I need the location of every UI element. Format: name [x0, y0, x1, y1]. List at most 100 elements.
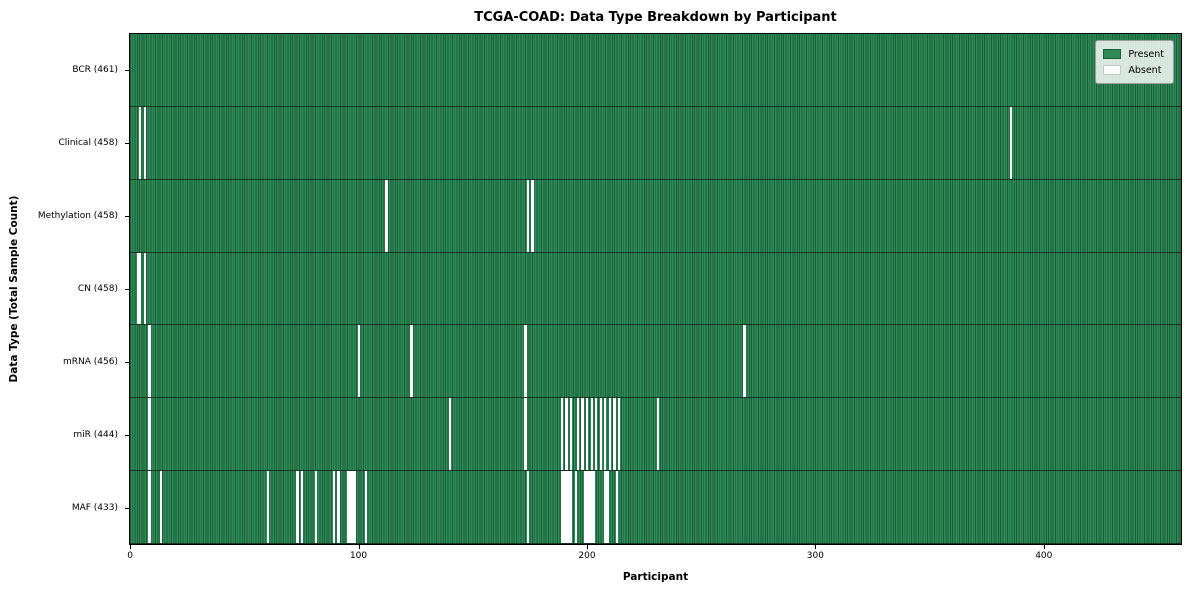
absent-cell — [136, 252, 140, 325]
y-tick-label-Methylation: Methylation (458) — [37, 211, 118, 222]
y-tick-mark — [125, 434, 129, 436]
x-tick-mark — [1043, 545, 1045, 549]
y-tick-mark — [125, 143, 129, 145]
heatmap-row-mRNA — [130, 325, 1181, 399]
absent-cell — [656, 398, 659, 471]
x-tick-label-300: 300 — [806, 551, 824, 561]
y-tick-mark — [125, 70, 129, 72]
legend-label-present: Present — [1128, 48, 1164, 60]
absent-cell — [531, 179, 534, 252]
absent-cell — [351, 471, 354, 543]
absent-swatch — [1103, 65, 1122, 75]
y-tick-mark — [125, 361, 129, 363]
absent-cell — [266, 471, 270, 543]
y-tick-label-CN: CN (458) — [77, 284, 118, 294]
heatmap-row-MAF — [130, 471, 1181, 544]
y-axis: BCR (461) Clinical (458) Methylation (458)… — [0, 33, 129, 545]
y-tick-label-MAF: MAF (433) — [71, 502, 118, 513]
absent-cell — [357, 325, 361, 398]
absent-cell — [139, 252, 142, 325]
absent-cell — [570, 398, 573, 471]
absent-cell — [570, 471, 573, 543]
absent-cell — [526, 471, 529, 543]
heatmap-row-BCR — [130, 34, 1181, 107]
absent-cell — [574, 471, 577, 543]
absent-cell — [599, 398, 602, 471]
absent-cell — [608, 398, 612, 471]
absent-cell — [567, 471, 570, 543]
absent-cell — [560, 398, 564, 471]
absent-cell — [565, 398, 568, 471]
heatmap-row-Clinical — [130, 106, 1181, 180]
y-tick-label-Clinical: Clinical (458) — [58, 138, 118, 149]
absent-cell — [353, 471, 356, 543]
absent-cell — [581, 398, 584, 471]
present-swatch — [1103, 49, 1122, 59]
absent-cell — [300, 471, 304, 543]
x-axis-label: Participant — [622, 571, 689, 583]
absent-cell — [743, 325, 746, 398]
x-tick-label-400: 400 — [1035, 551, 1053, 561]
absent-cell — [524, 398, 527, 471]
absent-cell — [385, 179, 388, 252]
absent-cell — [583, 471, 586, 543]
absent-cell — [563, 471, 566, 543]
absent-cell — [364, 471, 368, 543]
absent-cell — [148, 471, 151, 543]
absent-cell — [148, 398, 151, 471]
x-axis: 0 100 200 300 400 — [127, 545, 1182, 575]
heatmap-row-Methylation — [130, 179, 1181, 253]
absent-cell — [613, 398, 616, 471]
x-tick-label-200: 200 — [578, 551, 596, 561]
absent-cell — [296, 471, 299, 543]
absent-cell — [560, 471, 564, 543]
absent-cell — [449, 398, 452, 471]
x-tick-mark — [130, 545, 132, 549]
y-tick-mark — [125, 216, 129, 218]
heatmap-row-CN — [130, 252, 1181, 326]
absent-cell — [143, 106, 146, 179]
absent-cell — [337, 471, 340, 543]
absent-cell — [592, 471, 596, 543]
absent-cell — [590, 471, 593, 543]
absent-cell — [139, 106, 142, 179]
heatmap-row-miR — [130, 398, 1181, 472]
x-tick-mark — [586, 545, 588, 549]
y-tick-label-miR: miR (444) — [73, 429, 118, 440]
chart-title: TCGA-COAD: Data Type Breakdown by Partic… — [474, 10, 837, 25]
legend: Present Absent — [1095, 40, 1174, 84]
x-tick-label-100: 100 — [349, 551, 368, 561]
absent-cell — [604, 471, 607, 543]
absent-cell — [576, 398, 580, 471]
absent-cell — [585, 471, 589, 543]
absent-cell — [159, 471, 162, 543]
absent-cell — [332, 471, 336, 543]
y-tick-label-mRNA: mRNA (456) — [63, 356, 118, 367]
absent-cell — [526, 179, 529, 252]
y-tick-mark — [125, 289, 129, 290]
absent-cell — [590, 398, 593, 471]
absent-cell — [314, 471, 317, 543]
absent-cell — [143, 252, 146, 325]
absent-cell — [148, 325, 151, 398]
absent-cell — [588, 471, 591, 543]
absent-cell — [348, 471, 352, 543]
legend-label-absent: Absent — [1128, 64, 1162, 76]
absent-cell — [1010, 106, 1013, 179]
x-tick-mark — [358, 545, 360, 549]
absent-cell — [565, 471, 568, 543]
y-tick-label-BCR: BCR (461) — [72, 65, 118, 76]
absent-cell — [604, 398, 607, 471]
absent-cell — [410, 325, 413, 398]
absent-cell — [615, 471, 618, 543]
absent-cell — [595, 398, 598, 471]
x-tick-mark — [815, 545, 817, 549]
legend-entry-present: Present — [1103, 46, 1164, 62]
plot-area: Present Absent — [129, 33, 1182, 545]
y-tick-mark — [125, 507, 129, 509]
absent-cell — [606, 471, 609, 543]
x-tick-label-0: 0 — [127, 551, 134, 561]
absent-cell — [346, 471, 349, 543]
absent-cell — [524, 325, 527, 398]
